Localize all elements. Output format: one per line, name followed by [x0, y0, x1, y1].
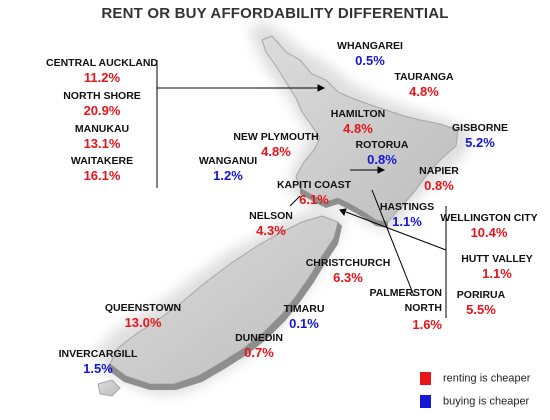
label-christchurch: CHRISTCHURCH 6.3%	[300, 258, 396, 284]
region-value: 5.5%	[466, 301, 496, 317]
legend-renting-label: renting is cheaper	[443, 372, 531, 385]
label-hamilton: HAMILTON 4.8%	[319, 109, 397, 135]
region-value: 4.8%	[409, 83, 439, 99]
region-value: 6.3%	[333, 269, 363, 285]
region-value: 1.2%	[213, 167, 243, 183]
label-dunedin: DUNEDIN 0.7%	[224, 333, 294, 359]
region-name: WHANGAREI	[337, 40, 403, 52]
region-name: TAURANGA	[394, 71, 454, 83]
label-rotorua: ROTORUA 0.8%	[343, 140, 421, 166]
region-value: 0.8%	[424, 177, 454, 193]
region-name: MANUKAU	[74, 123, 130, 135]
kapiti-pointer-line	[289, 195, 301, 207]
region-name: HAMILTON	[330, 108, 386, 120]
label-napier: NAPIER 0.8%	[402, 166, 476, 192]
label-waitakere: WAITAKERE 16.1%	[46, 156, 158, 182]
wellington-arrowhead	[339, 208, 347, 217]
region-value: 1.6%	[412, 317, 442, 333]
region-value: 1.5%	[83, 360, 113, 376]
label-invercargill: INVERCARGILL 1.5%	[52, 349, 144, 375]
label-tauranga: TAURANGA 4.8%	[383, 72, 465, 98]
region-value: 11.2%	[83, 69, 121, 85]
legend-swatch-renting	[420, 372, 431, 385]
region-value: 5.2%	[465, 134, 495, 150]
region-name: DUNEDIN	[235, 332, 283, 344]
region-name: INVERCARGILL	[58, 348, 138, 360]
legend-buying: buying is cheaper	[420, 395, 529, 408]
region-value: 6.1%	[299, 191, 329, 207]
region-value: 1.1%	[482, 265, 512, 281]
label-wellington-city: WELLINGTON CITY 10.4%	[436, 213, 542, 239]
region-value: 0.5%	[355, 52, 385, 68]
label-wanganui: WANGANUI 1.2%	[190, 156, 266, 182]
region-value: 0.7%	[244, 344, 274, 360]
region-value: 4.3%	[256, 222, 286, 238]
region-name: WAITAKERE	[70, 155, 134, 167]
region-value: 10.4%	[470, 224, 508, 240]
label-central-auckland: CENTRAL AUCKLAND 11.2%	[46, 58, 158, 84]
region-name: WANGANUI	[198, 155, 258, 167]
stewart-island	[97, 379, 121, 397]
label-queenstown: QUEENSTOWN 13.0%	[96, 303, 190, 329]
label-kapiti-coast: KAPITI COAST 6.1%	[272, 180, 356, 206]
region-value: 0.8%	[367, 151, 397, 167]
palmerston-pointer-line	[371, 189, 415, 297]
chart-title: RENT OR BUY AFFORDABILITY DIFFERENTIAL	[101, 5, 449, 22]
label-hastings: HASTINGS 1.1%	[368, 202, 446, 228]
label-nelson: NELSON 4.3%	[234, 211, 308, 237]
label-hutt-valley: HUTT VALLEY 1.1%	[452, 254, 542, 280]
label-whangarei: WHANGAREI 0.5%	[327, 41, 413, 67]
region-value: 0.1%	[289, 315, 319, 331]
label-timaru: TIMARU 0.1%	[272, 304, 336, 330]
region-name: PORIRUA	[456, 289, 506, 301]
label-porirua: PORIRUA 5.5%	[446, 290, 516, 316]
region-name: NEW PLYMOUTH	[233, 131, 319, 143]
region-name: GISBORNE	[451, 122, 508, 134]
region-name: ROTORUA	[355, 139, 409, 151]
region-name: PALMERSTON NORTH	[369, 287, 442, 315]
region-value: 4.8%	[343, 120, 373, 136]
label-new-plymouth: NEW PLYMOUTH 4.8%	[228, 132, 324, 158]
region-name: CHRISTCHURCH	[305, 257, 391, 269]
region-name: WELLINGTON CITY	[440, 212, 538, 224]
region-value: 13.1%	[83, 135, 121, 151]
label-palmerston-north: PALMERSTON NORTH 1.6%	[366, 286, 442, 331]
region-name: KAPITI COAST	[276, 179, 352, 191]
region-name: NELSON	[249, 210, 293, 222]
auckland-arrowhead	[317, 84, 326, 92]
rotorua-arrowhead	[377, 166, 386, 174]
region-name: CENTRAL AUCKLAND	[46, 57, 158, 69]
leader-lines	[156, 60, 447, 318]
region-value: 4.8%	[261, 143, 291, 159]
south-island	[109, 215, 339, 385]
region-value: 1.1%	[392, 213, 422, 229]
region-value: 13.0%	[124, 314, 162, 330]
wellington-pointer-line	[345, 211, 447, 251]
region-name: QUEENSTOWN	[104, 302, 182, 314]
region-name: NAPIER	[419, 165, 459, 177]
region-value: 20.9%	[83, 102, 121, 118]
north-island	[261, 35, 459, 223]
north-island-edge	[300, 188, 388, 228]
region-name: NORTH SHORE	[63, 90, 141, 102]
region-name: HUTT VALLEY	[461, 253, 533, 265]
south-island-edge	[108, 222, 342, 390]
legend-renting: renting is cheaper	[420, 372, 530, 385]
label-gisborne: GISBORNE 5.2%	[440, 123, 520, 149]
region-name: TIMARU	[283, 303, 325, 315]
region-name: HASTINGS	[379, 201, 435, 213]
label-manukau: MANUKAU 13.1%	[46, 124, 158, 150]
region-value: 16.1%	[83, 167, 121, 183]
label-north-shore: NORTH SHORE 20.9%	[46, 91, 158, 117]
legend-swatch-buying	[420, 395, 431, 408]
legend-buying-label: buying is cheaper	[443, 395, 530, 408]
